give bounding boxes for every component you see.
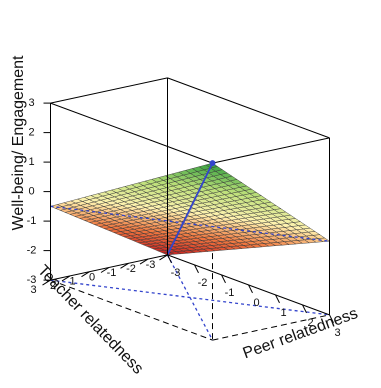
y-tick bbox=[120, 262, 129, 269]
box-edge bbox=[167, 77, 330, 139]
box-edge-hidden bbox=[50, 279, 213, 341]
x-tick bbox=[194, 264, 199, 274]
y-tick-label: -2 bbox=[126, 263, 136, 275]
y-tick bbox=[139, 258, 149, 265]
z-tick-label: 0 bbox=[28, 186, 34, 198]
y-tick bbox=[159, 254, 168, 261]
y-tick-label: 1 bbox=[69, 276, 75, 288]
y-tick-label: -3 bbox=[146, 259, 156, 271]
y-tick bbox=[100, 267, 110, 273]
y-tick bbox=[61, 275, 71, 282]
x-tick bbox=[329, 314, 334, 324]
floor-incongruence-line bbox=[50, 279, 330, 316]
congruence-line-end bbox=[209, 160, 216, 167]
x-tick bbox=[302, 304, 307, 314]
y-tick-label: 2 bbox=[50, 280, 56, 292]
x-tick-label: -2 bbox=[198, 277, 208, 289]
z-tick-label: -1 bbox=[27, 215, 37, 227]
congruence-line bbox=[166, 162, 214, 256]
surface-lines bbox=[50, 160, 330, 256]
y-tick-label: -1 bbox=[107, 267, 117, 279]
z-tick-label: 1 bbox=[28, 156, 34, 168]
z-tick-label: -2 bbox=[27, 245, 37, 257]
x-tick bbox=[248, 284, 253, 294]
x-tick bbox=[167, 254, 172, 264]
x-tick bbox=[275, 294, 280, 304]
x-tick-label: -1 bbox=[225, 287, 235, 299]
y-tick bbox=[42, 279, 51, 286]
x-tick-label: 1 bbox=[280, 307, 286, 319]
x-tick-label: 0 bbox=[253, 297, 259, 309]
y-tick-label: 3 bbox=[30, 284, 36, 296]
z-tick-label: 2 bbox=[28, 127, 34, 139]
box-edge bbox=[212, 137, 330, 164]
response-surface bbox=[49, 162, 331, 256]
x-tick bbox=[221, 274, 226, 284]
x-tick-label: -3 bbox=[171, 267, 181, 279]
box-edge bbox=[50, 102, 213, 164]
x-axis-title: Peer relatedness bbox=[241, 305, 360, 362]
z-tick-label: -3 bbox=[27, 274, 37, 286]
x-tick-label: 3 bbox=[334, 327, 340, 339]
z-tick-label: 3 bbox=[28, 97, 34, 109]
box-edge bbox=[50, 77, 168, 104]
y-tick bbox=[81, 271, 90, 278]
incongruence-line bbox=[50, 205, 330, 242]
floor-projection-lines bbox=[50, 254, 330, 341]
y-tick-label: 0 bbox=[89, 271, 95, 283]
x-tick-label: 2 bbox=[307, 317, 313, 329]
z-axis-title: Well-being/ Engagement bbox=[10, 55, 27, 230]
